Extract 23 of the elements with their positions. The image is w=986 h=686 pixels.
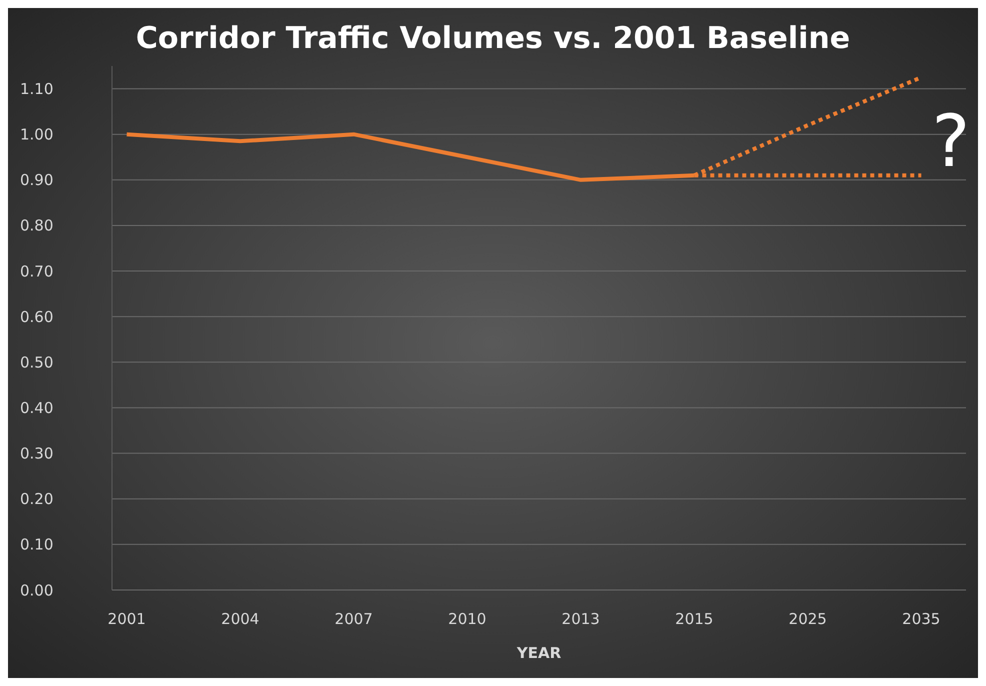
y-tick-label: 0.20 — [20, 490, 54, 508]
chart-title: Corridor Traffic Volumes vs. 2001 Baseline — [136, 21, 850, 56]
y-tick-label: 0.40 — [20, 398, 54, 417]
y-tick-label: 1.10 — [20, 80, 54, 98]
x-tick-label: 2013 — [562, 610, 600, 628]
x-axis-title: YEAR — [516, 644, 562, 662]
x-tick-label: 2025 — [788, 610, 827, 628]
x-tick-label: 2035 — [902, 610, 940, 628]
y-tick-label: 0.10 — [20, 536, 54, 554]
x-tick-label: 2004 — [221, 610, 260, 628]
x-tick-label: 2015 — [675, 610, 714, 628]
y-tick-label: 0.30 — [20, 444, 54, 463]
x-tick-label: 2010 — [448, 610, 486, 628]
y-tick-label: 0.00 — [20, 581, 54, 600]
x-tick-label: 2007 — [334, 610, 373, 628]
y-tick-label: 0.50 — [20, 353, 54, 372]
x-tick-label: 2001 — [108, 610, 146, 628]
y-tick-label: 0.70 — [20, 262, 54, 280]
y-tick-label: 0.60 — [20, 308, 54, 326]
annotation: ? — [932, 99, 970, 183]
y-tick-label: 0.80 — [20, 216, 54, 235]
y-tick-label: 1.00 — [20, 126, 54, 144]
y-tick-label: 0.90 — [20, 171, 54, 190]
